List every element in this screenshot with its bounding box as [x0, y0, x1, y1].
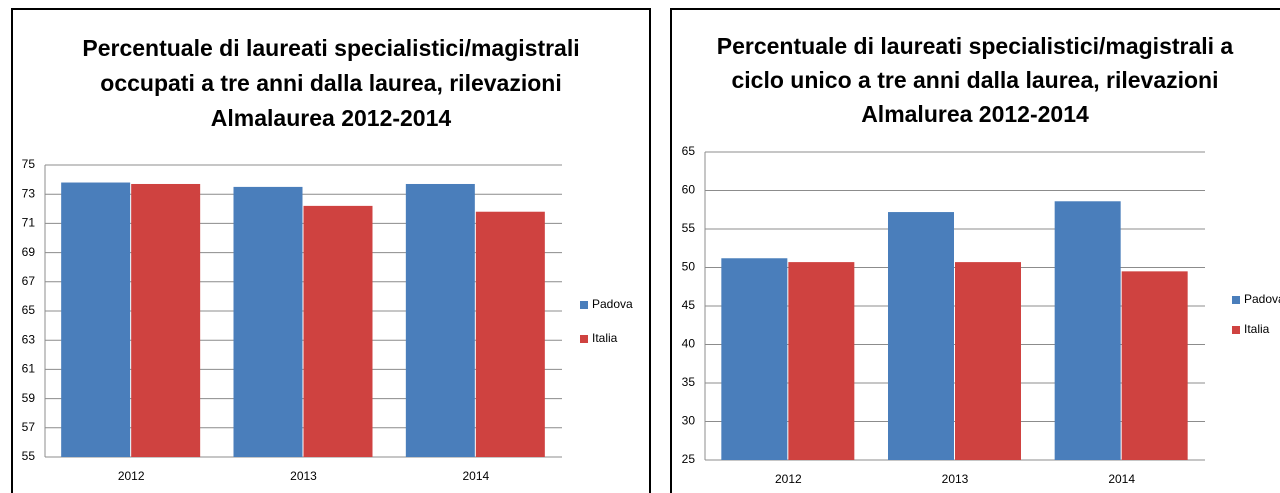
y-tick-label: 40	[682, 337, 696, 351]
y-tick-label: 69	[22, 245, 36, 259]
bar	[405, 183, 475, 458]
bar	[788, 262, 855, 460]
y-tick-label: 65	[22, 303, 36, 317]
y-tick-label: 73	[22, 186, 36, 200]
y-tick-label: 65	[682, 144, 696, 158]
y-tick-label: 60	[682, 183, 696, 197]
y-tick-label: 55	[22, 449, 36, 463]
bar	[303, 205, 373, 457]
chart-title: Almalurea 2012-2014	[861, 101, 1089, 127]
bar	[131, 183, 201, 458]
legend-swatch	[580, 335, 588, 343]
y-tick-label: 61	[22, 362, 36, 376]
chart-title: Almalaurea 2012-2014	[211, 105, 452, 131]
legend-label: Italia	[1244, 322, 1270, 336]
y-tick-label: 59	[22, 391, 36, 405]
bar	[1121, 271, 1188, 460]
bar	[888, 212, 954, 460]
x-tick-label: 2012	[118, 469, 145, 483]
x-tick-label: 2014	[1108, 472, 1135, 486]
chart-title: Percentuale di laureati specialistici/ma…	[717, 33, 1234, 59]
y-tick-label: 75	[22, 157, 36, 171]
y-tick-label: 35	[682, 375, 696, 389]
y-tick-label: 30	[682, 414, 696, 428]
y-tick-label: 63	[22, 332, 36, 346]
y-tick-label: 67	[22, 274, 36, 288]
y-tick-label: 57	[22, 420, 36, 434]
x-tick-label: 2013	[290, 469, 317, 483]
y-tick-label: 45	[682, 298, 696, 312]
legend-label: Padova	[592, 297, 633, 311]
y-tick-label: 71	[22, 216, 36, 230]
legend-label: Padova	[1244, 292, 1280, 306]
x-tick-label: 2014	[462, 469, 489, 483]
legend-swatch	[1232, 296, 1240, 304]
x-tick-label: 2012	[775, 472, 802, 486]
bar	[1054, 201, 1121, 460]
y-tick-label: 50	[682, 260, 696, 274]
x-tick-label: 2013	[942, 472, 969, 486]
chart-title: occupati a tre anni dalla laurea, rileva…	[100, 70, 561, 96]
legend-swatch	[1232, 326, 1240, 334]
y-tick-label: 55	[682, 221, 696, 235]
bar	[61, 182, 131, 457]
bar	[233, 186, 303, 457]
legend-label: Italia	[592, 331, 618, 345]
bar	[475, 211, 545, 457]
chart-title: Percentuale di laureati specialistici/ma…	[82, 35, 579, 61]
bar	[955, 262, 1021, 460]
chart-title: ciclo unico a tre anni dalla laurea, ril…	[732, 67, 1219, 93]
legend-swatch	[580, 301, 588, 309]
bar	[721, 258, 788, 460]
y-tick-label: 25	[682, 452, 696, 466]
